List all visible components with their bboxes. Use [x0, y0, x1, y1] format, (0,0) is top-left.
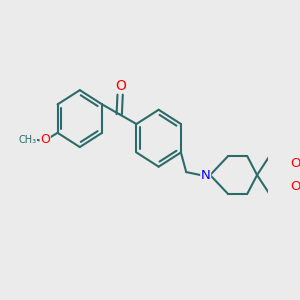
Text: O: O	[290, 180, 300, 193]
Text: O: O	[116, 79, 127, 93]
Text: N: N	[201, 169, 211, 182]
Text: O: O	[40, 133, 50, 146]
Text: CH₃: CH₃	[18, 135, 37, 145]
Text: O: O	[290, 157, 300, 170]
